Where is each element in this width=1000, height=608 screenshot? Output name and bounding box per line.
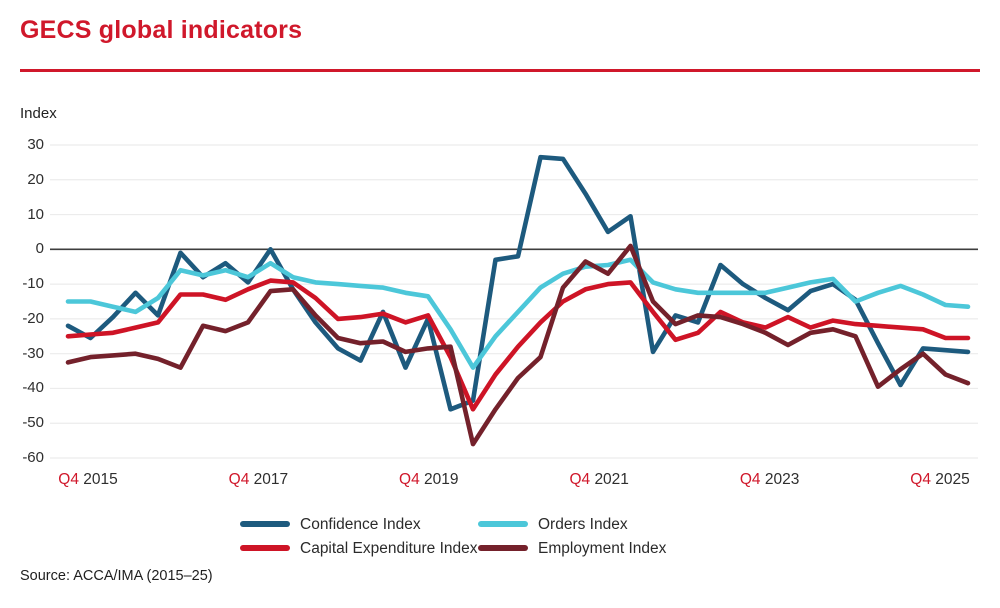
- x-tick-label: Q4 2019: [399, 471, 458, 489]
- x-tick-year: 2023: [760, 471, 800, 488]
- legend-label: Orders Index: [538, 516, 628, 533]
- series-line-capex: [65, 278, 971, 412]
- chart-legend: Confidence Index Capital Expenditure Inde…: [0, 508, 1000, 560]
- y-tick-label: -20: [22, 309, 44, 327]
- x-tick-year: 2021: [590, 471, 629, 488]
- source-note: Source: ACCA/IMA (2015–25): [20, 568, 213, 584]
- y-tick-label: -10: [22, 275, 44, 293]
- x-tick-year: 2019: [419, 471, 459, 488]
- y-tick-label: 0: [35, 240, 44, 258]
- x-tick-quarter: Q4: [58, 471, 79, 488]
- x-tick-quarter: Q4: [910, 471, 931, 488]
- gridlines: [50, 144, 978, 459]
- y-tick-label: -60: [22, 449, 44, 466]
- y-tick-label: 30: [27, 136, 44, 153]
- x-tick-label: Q4 2025: [910, 471, 969, 489]
- series-line-employment: [65, 243, 971, 447]
- legend-label: Employment Index: [538, 540, 667, 557]
- y-tick-label: -40: [22, 379, 44, 397]
- x-tick-label: Q4 2023: [740, 471, 799, 489]
- page-title: GECS global indicators: [20, 16, 303, 44]
- y-tick-label: 10: [27, 205, 44, 223]
- series-line-orders: [65, 257, 971, 370]
- y-tick-label: -30: [22, 344, 44, 362]
- x-tick-label: Q4 2021: [569, 471, 628, 489]
- legend-swatch-orders: [478, 521, 528, 527]
- x-tick-label: Q4 2017: [229, 471, 288, 489]
- legend-swatch-confidence: [240, 521, 290, 527]
- y-axis-title: Index: [20, 105, 57, 122]
- legend-swatch-capex: [240, 545, 290, 551]
- legend-label: Capital Expenditure Index: [300, 540, 478, 557]
- legend-label: Confidence Index: [300, 516, 421, 533]
- chart-series-lines: [65, 154, 971, 447]
- x-tick-quarter: Q4: [739, 471, 761, 488]
- x-tick-year: 2025: [930, 471, 970, 488]
- y-tick-label: 20: [27, 170, 44, 188]
- x-tick-label: Q4 2015: [58, 471, 117, 489]
- legend-swatch-employment: [478, 545, 528, 551]
- x-tick-quarter: Q4: [228, 471, 250, 488]
- x-tick-year: 2017: [249, 471, 289, 488]
- y-tick-label: -50: [22, 414, 44, 432]
- x-tick-year: 2015: [78, 471, 118, 488]
- title-divider: [20, 69, 980, 72]
- series-line-confidence: [65, 154, 971, 412]
- x-tick-quarter: Q4: [399, 471, 420, 488]
- x-tick-quarter: Q4: [569, 471, 591, 488]
